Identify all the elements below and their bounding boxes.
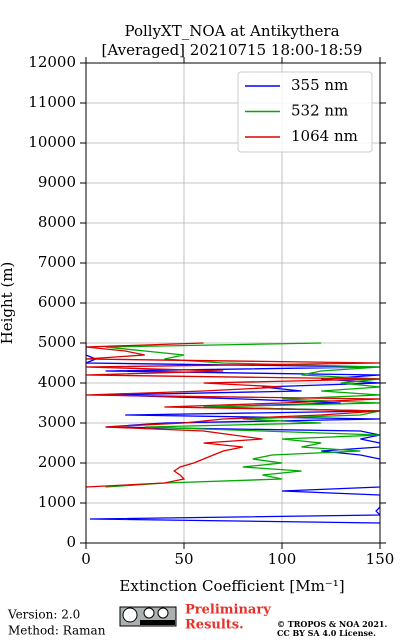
copyright: © TROPOS & NOA 2021. [277, 619, 387, 629]
y-tick-label: 10000 [28, 133, 76, 151]
y-tick-label: 8000 [38, 213, 76, 231]
y-axis-label: Height (m) [0, 262, 16, 345]
y-tick-label: 1000 [38, 493, 76, 511]
y-tick-label: 7000 [38, 253, 76, 271]
notice: Results. [185, 618, 244, 633]
plot-frame [85, 62, 381, 544]
x-axis-label: Extinction Coefficient [Mm⁻¹] [119, 577, 344, 595]
profile-line [105, 342, 380, 488]
notice: Preliminary [185, 603, 271, 618]
legend-label: 1064 nm [291, 127, 358, 145]
license-logo [119, 606, 177, 627]
y-tick-label: 9000 [38, 173, 76, 191]
profile-line [86, 342, 380, 488]
profile-line [86, 343, 380, 524]
y-tick-label: 12000 [28, 53, 76, 71]
x-tick-label: 0 [81, 550, 91, 568]
legend-label: 355 nm [291, 76, 348, 94]
y-tick-label: 6000 [38, 293, 76, 311]
y-tick-label: 0 [66, 533, 76, 551]
copyright: CC BY SA 4.0 License. [277, 628, 376, 638]
x-tick-label: 50 [174, 550, 193, 568]
chart-subtitle: [Averaged] 20210715 18:00-18:59 [102, 41, 363, 59]
x-tick-label: 100 [268, 550, 297, 568]
y-tick-label: 2000 [38, 453, 76, 471]
legend-label: 532 nm [291, 102, 348, 120]
y-tick-label: 5000 [38, 333, 76, 351]
plot-lines [86, 342, 380, 524]
method: Method: Raman [8, 624, 106, 638]
y-tick-label: 11000 [28, 93, 76, 111]
chart-title: PollyXT_NOA at Antikythera [124, 22, 339, 40]
version: Version: 2.0 [7, 608, 80, 622]
x-tick-label: 150 [366, 550, 395, 568]
y-tick-label: 4000 [38, 373, 76, 391]
legend-box [237, 71, 373, 153]
y-tick-label: 3000 [38, 413, 76, 431]
